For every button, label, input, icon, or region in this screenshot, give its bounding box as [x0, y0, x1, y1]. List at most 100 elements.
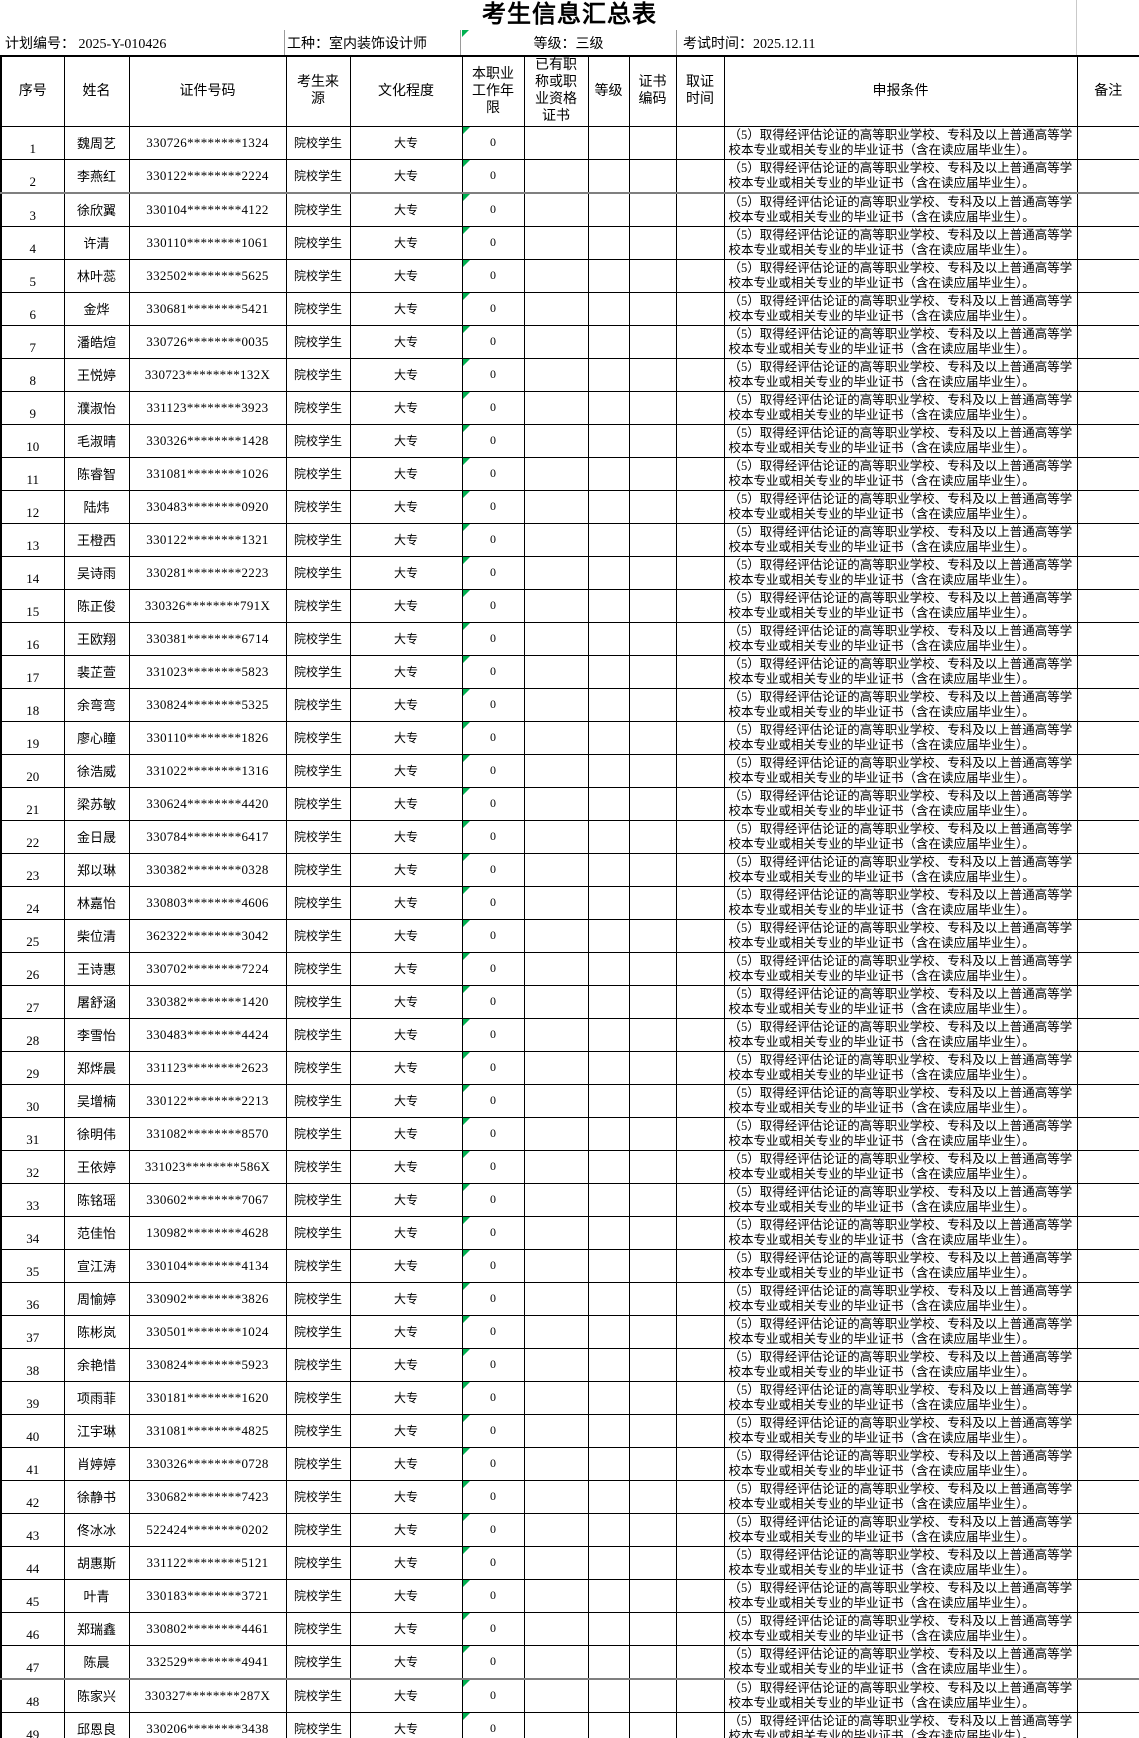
table-row: 31 徐明伟 331082********8570 院校学生 大专 0 （5）取得经评估论证…: [0, 1116, 1139, 1151]
cell-id: 331082********8570: [128, 1116, 287, 1151]
col-header-no: 序号: [0, 55, 65, 127]
cell-no: 10: [0, 423, 65, 458]
cell-id-text: 330483********0920: [146, 498, 269, 514]
cell-condition-text: （5）取得经评估论证的高等职业学校、专科及以上普通高等学校本专业或相关专业的毕业…: [728, 425, 1073, 455]
cell-name-text: 王悦婷: [76, 368, 116, 383]
cell-name-text: 江宇琳: [76, 1424, 116, 1439]
cell-name-text: 郑以琳: [76, 863, 116, 878]
cell-remark: [1076, 687, 1139, 722]
cell-work-years: 0: [461, 852, 525, 887]
table-row: 38 余艳惜 330824********5923 院校学生 大专 0 （5）取得经评估论证…: [0, 1347, 1139, 1382]
cell-education-text: 大专: [393, 203, 418, 217]
cell-cert-time: [675, 1479, 725, 1514]
cell-condition-text: （5）取得经评估论证的高等职业学校、专科及以上普通高等学校本专业或相关专业的毕业…: [728, 1713, 1073, 1738]
cell-education: 大专: [349, 125, 463, 160]
error-triangle-icon: [463, 458, 470, 465]
trade-name: 工种：室内装饰设计师: [285, 30, 461, 55]
cell-education-text: 大专: [393, 1028, 418, 1042]
cell-condition-text: （5）取得经评估论证的高等职业学校、专科及以上普通高等学校本专业或相关专业的毕业…: [728, 1217, 1073, 1247]
cell-education: 大专: [349, 720, 463, 755]
cell-level: [587, 852, 630, 887]
cell-level: [587, 984, 630, 1019]
cell-source-text: 院校学生: [293, 203, 342, 217]
cell-work-years-text: 0: [490, 928, 496, 942]
cell-work-years-text: 0: [490, 334, 496, 348]
cell-no-text: 14: [26, 570, 40, 586]
error-triangle-icon: [463, 1118, 470, 1125]
cell-condition: （5）取得经评估论证的高等职业学校、专科及以上普通高等学校本专业或相关专业的毕业…: [723, 1050, 1078, 1085]
table-row: 14 吴诗雨 330281********2223 院校学生 大专 0 （5）取得经评估论证…: [0, 555, 1139, 590]
cell-source-text: 院校学生: [293, 1292, 342, 1306]
cell-education-text: 大专: [393, 136, 418, 150]
cell-condition-text: （5）取得经评估论证的高等职业学校、专科及以上普通高等学校本专业或相关专业的毕业…: [728, 1481, 1073, 1511]
cell-id: 330824********5923: [128, 1347, 287, 1382]
cell-cert-time: [675, 324, 725, 359]
cell-condition: （5）取得经评估论证的高等职业学校、专科及以上普通高等学校本专业或相关专业的毕业…: [723, 1512, 1078, 1547]
cell-condition: （5）取得经评估论证的高等职业学校、专科及以上普通高等学校本专业或相关专业的毕业…: [723, 324, 1078, 359]
cell-level: [587, 885, 630, 920]
cell-condition-text: （5）取得经评估论证的高等职业学校、专科及以上普通高等学校本专业或相关专业的毕业…: [728, 887, 1073, 917]
cell-remark: [1076, 1578, 1139, 1613]
cell-name: 王橙西: [63, 522, 130, 557]
cell-work-years: 0: [461, 1413, 525, 1448]
cell-education: 大专: [349, 885, 463, 920]
cell-id: 330682********7423: [128, 1479, 287, 1514]
cell-remark: [1076, 786, 1139, 821]
cell-level: [587, 1446, 630, 1481]
cell-id: 330381********6714: [128, 621, 287, 656]
cell-id-text: 330723********132X: [144, 366, 271, 382]
error-triangle-icon: [463, 326, 470, 333]
cell-name: 胡惠斯: [63, 1545, 130, 1580]
cell-work-years: 0: [461, 125, 525, 160]
cell-work-years-text: 0: [490, 1522, 496, 1536]
cell-education-text: 大专: [393, 533, 418, 547]
cell-education: 大专: [349, 1182, 463, 1217]
cell-remark: [1076, 819, 1139, 854]
cell-source: 院校学生: [285, 885, 351, 920]
cell-no: 1: [0, 125, 65, 160]
cell-education: 大专: [349, 522, 463, 557]
cell-remark: [1076, 621, 1139, 656]
cell-name: 陆炜: [63, 489, 130, 524]
cell-education-text: 大专: [393, 1160, 418, 1174]
cell-id-text: 330183********3721: [146, 1587, 269, 1603]
cell-work-years: 0: [461, 1678, 525, 1713]
cell-cert-time: [675, 1116, 725, 1151]
cell-source: 院校学生: [285, 1347, 351, 1382]
cell-education-text: 大专: [393, 1358, 418, 1372]
cell-condition: （5）取得经评估论证的高等职业学校、专科及以上普通高等学校本专业或相关专业的毕业…: [723, 1479, 1078, 1514]
cell-cert-code: [628, 291, 677, 326]
cell-name-text: 金日晟: [76, 830, 116, 845]
cell-work-years: 0: [461, 786, 525, 821]
cell-condition: （5）取得经评估论证的高等职业学校、专科及以上普通高等学校本专业或相关专业的毕业…: [723, 1446, 1078, 1481]
exam-level-text: 等级：三级: [533, 36, 604, 52]
cell-id-text: 362322********3042: [146, 927, 269, 943]
cell-cert-time: [675, 158, 725, 194]
cell-work-years-text: 0: [490, 202, 496, 216]
cell-condition-text: （5）取得经评估论证的高等职业学校、专科及以上普通高等学校本专业或相关专业的毕业…: [728, 920, 1073, 950]
cell-cert-code: [628, 588, 677, 623]
cell-condition-text: （5）取得经评估论证的高等职业学校、专科及以上普通高等学校本专业或相关专业的毕业…: [728, 227, 1073, 257]
cell-source-text: 院校学生: [293, 1556, 342, 1570]
cell-name: 郑烨晨: [63, 1050, 130, 1085]
cell-name: 徐浩威: [63, 753, 130, 788]
cell-level: [587, 192, 630, 227]
cell-existing-cert: [523, 125, 589, 160]
cell-remark: [1076, 1611, 1139, 1646]
cell-source: 院校学生: [285, 291, 351, 326]
cell-no-text: 30: [26, 1098, 40, 1114]
cell-no: 39: [0, 1380, 65, 1415]
cell-cert-code: [628, 258, 677, 293]
cell-work-years-text: 0: [490, 730, 496, 744]
table-row: 42 徐静书 330682********7423 院校学生 大专 0 （5）取得经评估论证…: [0, 1479, 1139, 1514]
cell-education-text: 大专: [393, 368, 418, 382]
cell-work-years-text: 0: [490, 1588, 496, 1602]
cell-no: 43: [0, 1512, 65, 1547]
cell-condition-text: （5）取得经评估论证的高等职业学校、专科及以上普通高等学校本专业或相关专业的毕业…: [728, 392, 1073, 422]
cell-education-text: 大专: [393, 1689, 418, 1703]
cell-existing-cert: [523, 1545, 589, 1580]
cell-work-years: 0: [461, 1611, 525, 1646]
cell-id: 330483********4424: [128, 1017, 287, 1052]
cell-source-text: 院校学生: [293, 1457, 342, 1471]
cell-no: 25: [0, 918, 65, 953]
